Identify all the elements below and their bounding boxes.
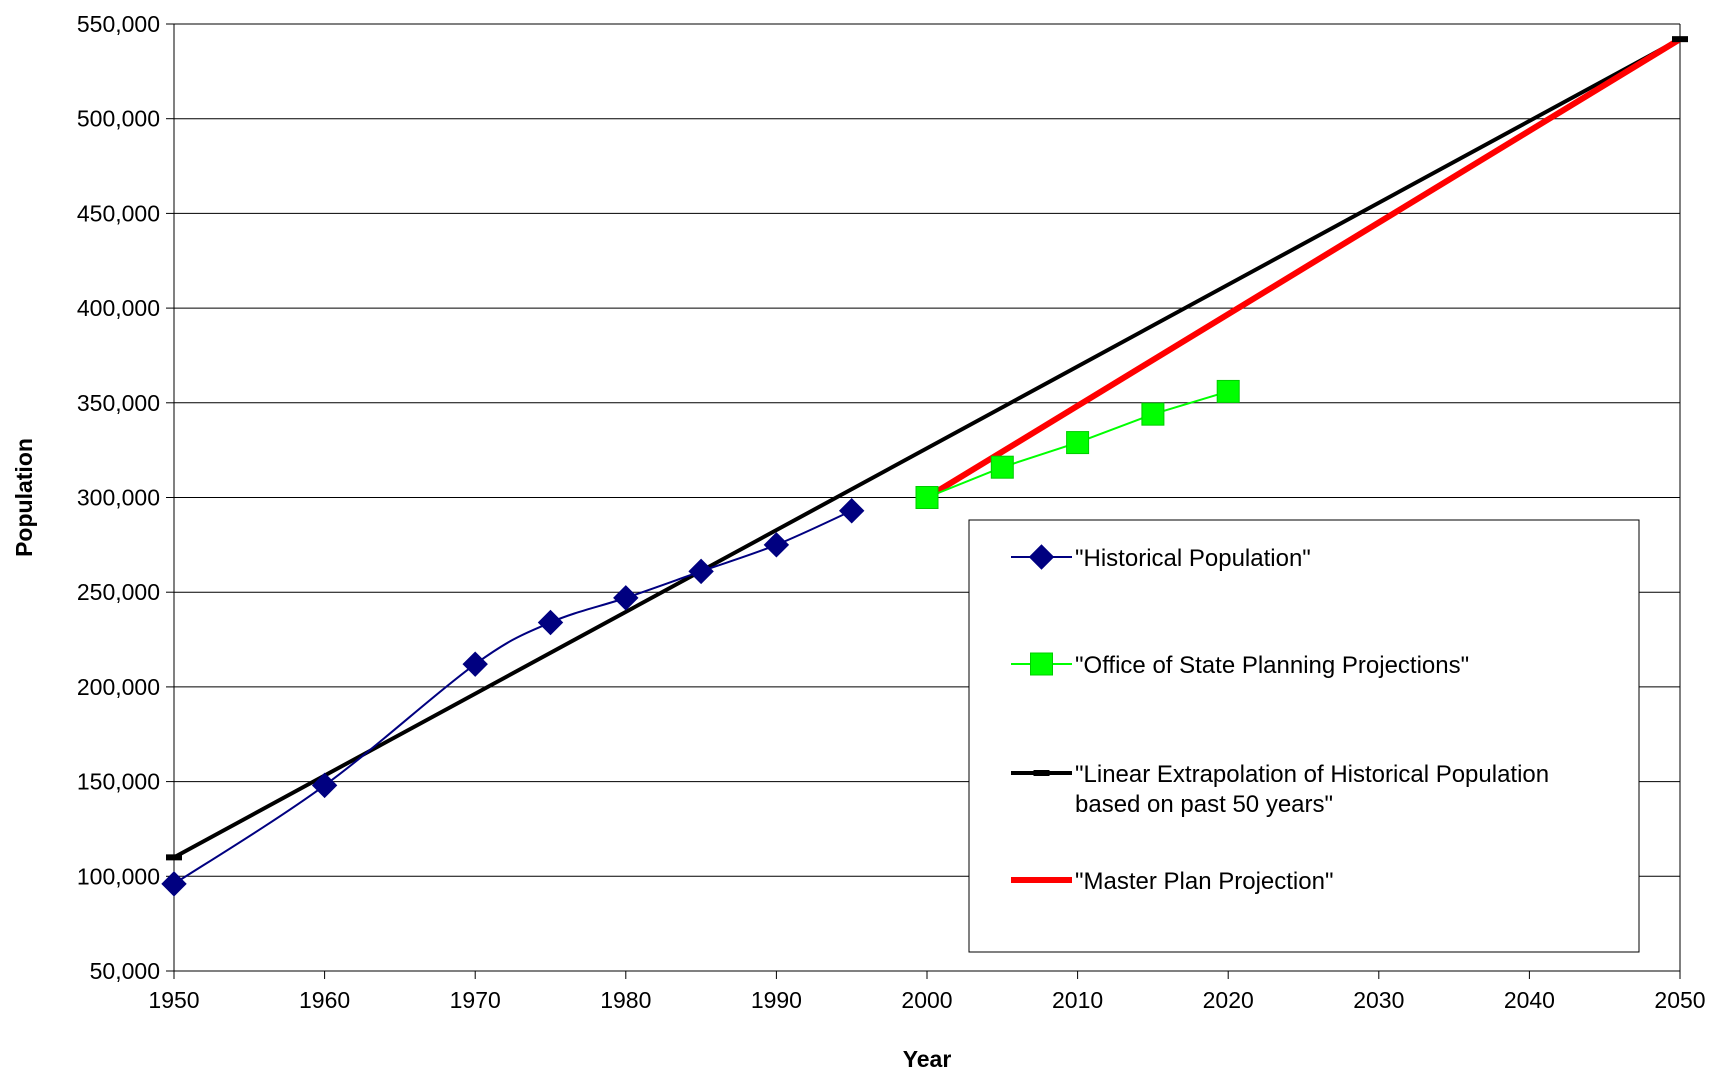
- legend-swatch-marker: [1028, 544, 1055, 570]
- y-tick-label: 250,000: [77, 579, 160, 605]
- y-tick-label: 150,000: [77, 769, 160, 795]
- legend-label: "Office of State Planning Projections": [1075, 652, 1469, 679]
- series-markers: [161, 36, 1688, 897]
- data-point-series-0: [311, 772, 338, 799]
- y-tick-label: 400,000: [77, 295, 160, 321]
- y-axis-title: Population: [11, 438, 37, 557]
- legend-label: "Linear Extrapolation of Historical Popu…: [1075, 761, 1549, 788]
- data-point-series-0: [613, 585, 639, 611]
- data-point-series-0: [838, 498, 865, 524]
- series-line-2: [173, 37, 1681, 860]
- data-point-series-1: [1066, 431, 1090, 455]
- series-line-0: [173, 509, 853, 885]
- series-line-3: [925, 36, 1682, 501]
- legend-swatch-marker: [1033, 770, 1050, 776]
- x-tick-labels: 1950 1960 1970 1980 1990 2000 2010 2020 2030 2040…: [148, 987, 1705, 1013]
- axes: [166, 23, 1681, 979]
- legend: "Historical Population" "Office of State …: [968, 519, 1640, 953]
- y-tick-label: 200,000: [77, 674, 160, 700]
- data-point-series-1: [1216, 379, 1240, 403]
- data-point-series-1: [915, 486, 939, 509]
- legend-label: "Historical Population": [1075, 545, 1311, 572]
- data-point-series-1: [990, 455, 1014, 479]
- legend-box: [968, 519, 1640, 953]
- data-point-series-0: [462, 651, 488, 677]
- legend-label-line2: based on past 50 years": [1075, 791, 1333, 818]
- data-point-series-1: [1141, 402, 1165, 426]
- x-axis-title: Year: [903, 1046, 952, 1072]
- y-tick-label: 100,000: [77, 863, 160, 889]
- data-point-series-0: [161, 871, 187, 897]
- y-tick-label: 450,000: [77, 200, 160, 226]
- data-point-series-0: [763, 532, 790, 558]
- y-tick-label: 50,000: [90, 958, 160, 984]
- legend-label: "Master Plan Projection": [1075, 868, 1333, 895]
- x-tick-label: 2020: [1203, 987, 1254, 1013]
- x-tick-label: 1990: [751, 987, 802, 1013]
- x-tick-label: 1980: [600, 987, 651, 1013]
- legend-entries: "Historical Population" "Office of State …: [1011, 544, 1549, 895]
- x-tick-label: 2010: [1052, 987, 1103, 1013]
- y-tick-label: 500,000: [77, 106, 160, 132]
- x-tick-label: 2050: [1654, 987, 1705, 1013]
- x-tick-label: 2000: [901, 987, 952, 1013]
- y-tick-label: 300,000: [77, 485, 160, 511]
- data-point-series-0: [537, 609, 564, 636]
- y-tick-label: 550,000: [77, 11, 160, 37]
- x-tick-label: 2030: [1353, 987, 1404, 1013]
- data-point-series-2: [166, 854, 182, 861]
- x-tick-label: 1950: [148, 987, 199, 1013]
- y-tick-labels: 50,000 100,000 150,000 200,000 250,000 300,00…: [77, 11, 160, 984]
- data-point-series-0: [688, 558, 714, 585]
- legend-swatch-marker: [1030, 652, 1053, 676]
- x-tick-label: 1960: [299, 987, 350, 1013]
- x-tick-label: 2040: [1504, 987, 1555, 1013]
- x-tick-label: 1970: [450, 987, 501, 1013]
- data-point-series-2: [1672, 36, 1688, 43]
- y-tick-label: 350,000: [77, 390, 160, 416]
